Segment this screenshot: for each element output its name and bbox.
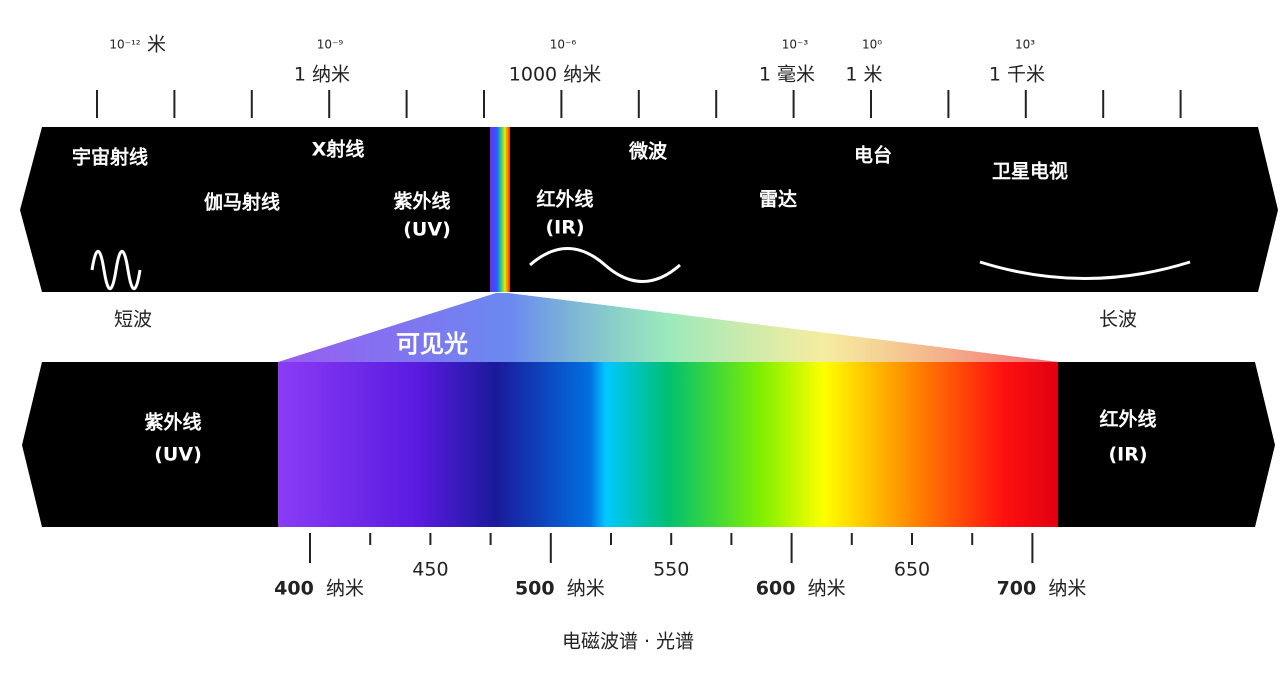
band-label: 电台 bbox=[854, 144, 892, 167]
long-wave-label: 长波 bbox=[1099, 309, 1137, 331]
ir-wave-icon bbox=[529, 247, 681, 283]
em-band bbox=[20, 127, 1278, 292]
wavelength-value: 400 bbox=[274, 578, 314, 600]
band-label: 红外线 bbox=[536, 188, 593, 211]
band-label: 微波 bbox=[628, 140, 668, 163]
wavelength-value: 500 bbox=[515, 578, 555, 600]
scale-power: 10⁻⁶ bbox=[550, 38, 577, 52]
band-label: 伽马射线 bbox=[204, 191, 280, 214]
wavelength-value: 600 bbox=[756, 578, 796, 600]
ir-abbr: (IR) bbox=[1108, 444, 1147, 466]
wavelength-unit: 纳米 bbox=[567, 578, 605, 600]
caption: 电磁波谱 · 光谱 bbox=[562, 631, 694, 653]
visible-strip bbox=[490, 127, 510, 292]
band-label: X射线 bbox=[312, 138, 365, 161]
wavelength-axis: 400 纳米 450 500 纳米 550 600 纳米 650 700 纳米 bbox=[274, 533, 1086, 600]
scale-unit: 米 bbox=[147, 34, 166, 56]
scale-unit: 1000 纳米 bbox=[509, 64, 601, 86]
uv-label: 紫外线 bbox=[144, 411, 201, 434]
wavelength-unit: 纳米 bbox=[1048, 578, 1086, 600]
scale-unit: 1 毫米 bbox=[759, 64, 815, 86]
scale-unit: 1 纳米 bbox=[294, 64, 350, 86]
long-wave-icon bbox=[979, 260, 1191, 280]
scale-unit: 1 米 bbox=[845, 64, 882, 86]
band-label: 卫星电视 bbox=[992, 160, 1068, 183]
band-label: 紫外线 bbox=[393, 190, 450, 213]
scale-power: 10⁻¹² bbox=[109, 38, 140, 52]
visible-label: 可见光 bbox=[396, 330, 468, 358]
short-wave-icon bbox=[90, 249, 142, 291]
band-labels: 宇宙射线 伽马射线 X射线 紫外线 (UV) 红外线 (IR) 微波 雷达 电台… bbox=[72, 138, 1068, 241]
wavelength-value: 450 bbox=[412, 559, 448, 581]
scale-power: 10⁰ bbox=[862, 38, 882, 52]
scale: 10⁻¹² 米 10⁻⁹ 1 纳米 10⁻⁶ 1000 纳米 10⁻³ 1 毫米 10⁰ 1 米 1… bbox=[109, 34, 1045, 86]
wavelength-value: 700 bbox=[997, 578, 1037, 600]
scale-power: 10⁻⁹ bbox=[317, 38, 344, 52]
scale-unit: 1 千米 bbox=[989, 64, 1045, 86]
wavelength-unit: 纳米 bbox=[326, 578, 364, 600]
visible-fan bbox=[278, 293, 1058, 362]
band-label: 宇宙射线 bbox=[72, 146, 148, 169]
band-label: (UV) bbox=[403, 219, 451, 241]
scale-power: 10⁻³ bbox=[782, 38, 809, 52]
uv-abbr: (UV) bbox=[154, 444, 202, 466]
ticks bbox=[96, 90, 1182, 118]
band-label: 雷达 bbox=[759, 188, 797, 211]
wavelength-value: 650 bbox=[894, 559, 930, 581]
scale-power: 10³ bbox=[1015, 38, 1035, 52]
ir-label: 红外线 bbox=[1099, 408, 1156, 431]
wavelength-value: 550 bbox=[653, 559, 689, 581]
spectrum bbox=[278, 362, 1058, 527]
short-wave-label: 短波 bbox=[114, 309, 152, 331]
wavelength-unit: 纳米 bbox=[808, 578, 846, 600]
band-label: (IR) bbox=[545, 217, 584, 239]
